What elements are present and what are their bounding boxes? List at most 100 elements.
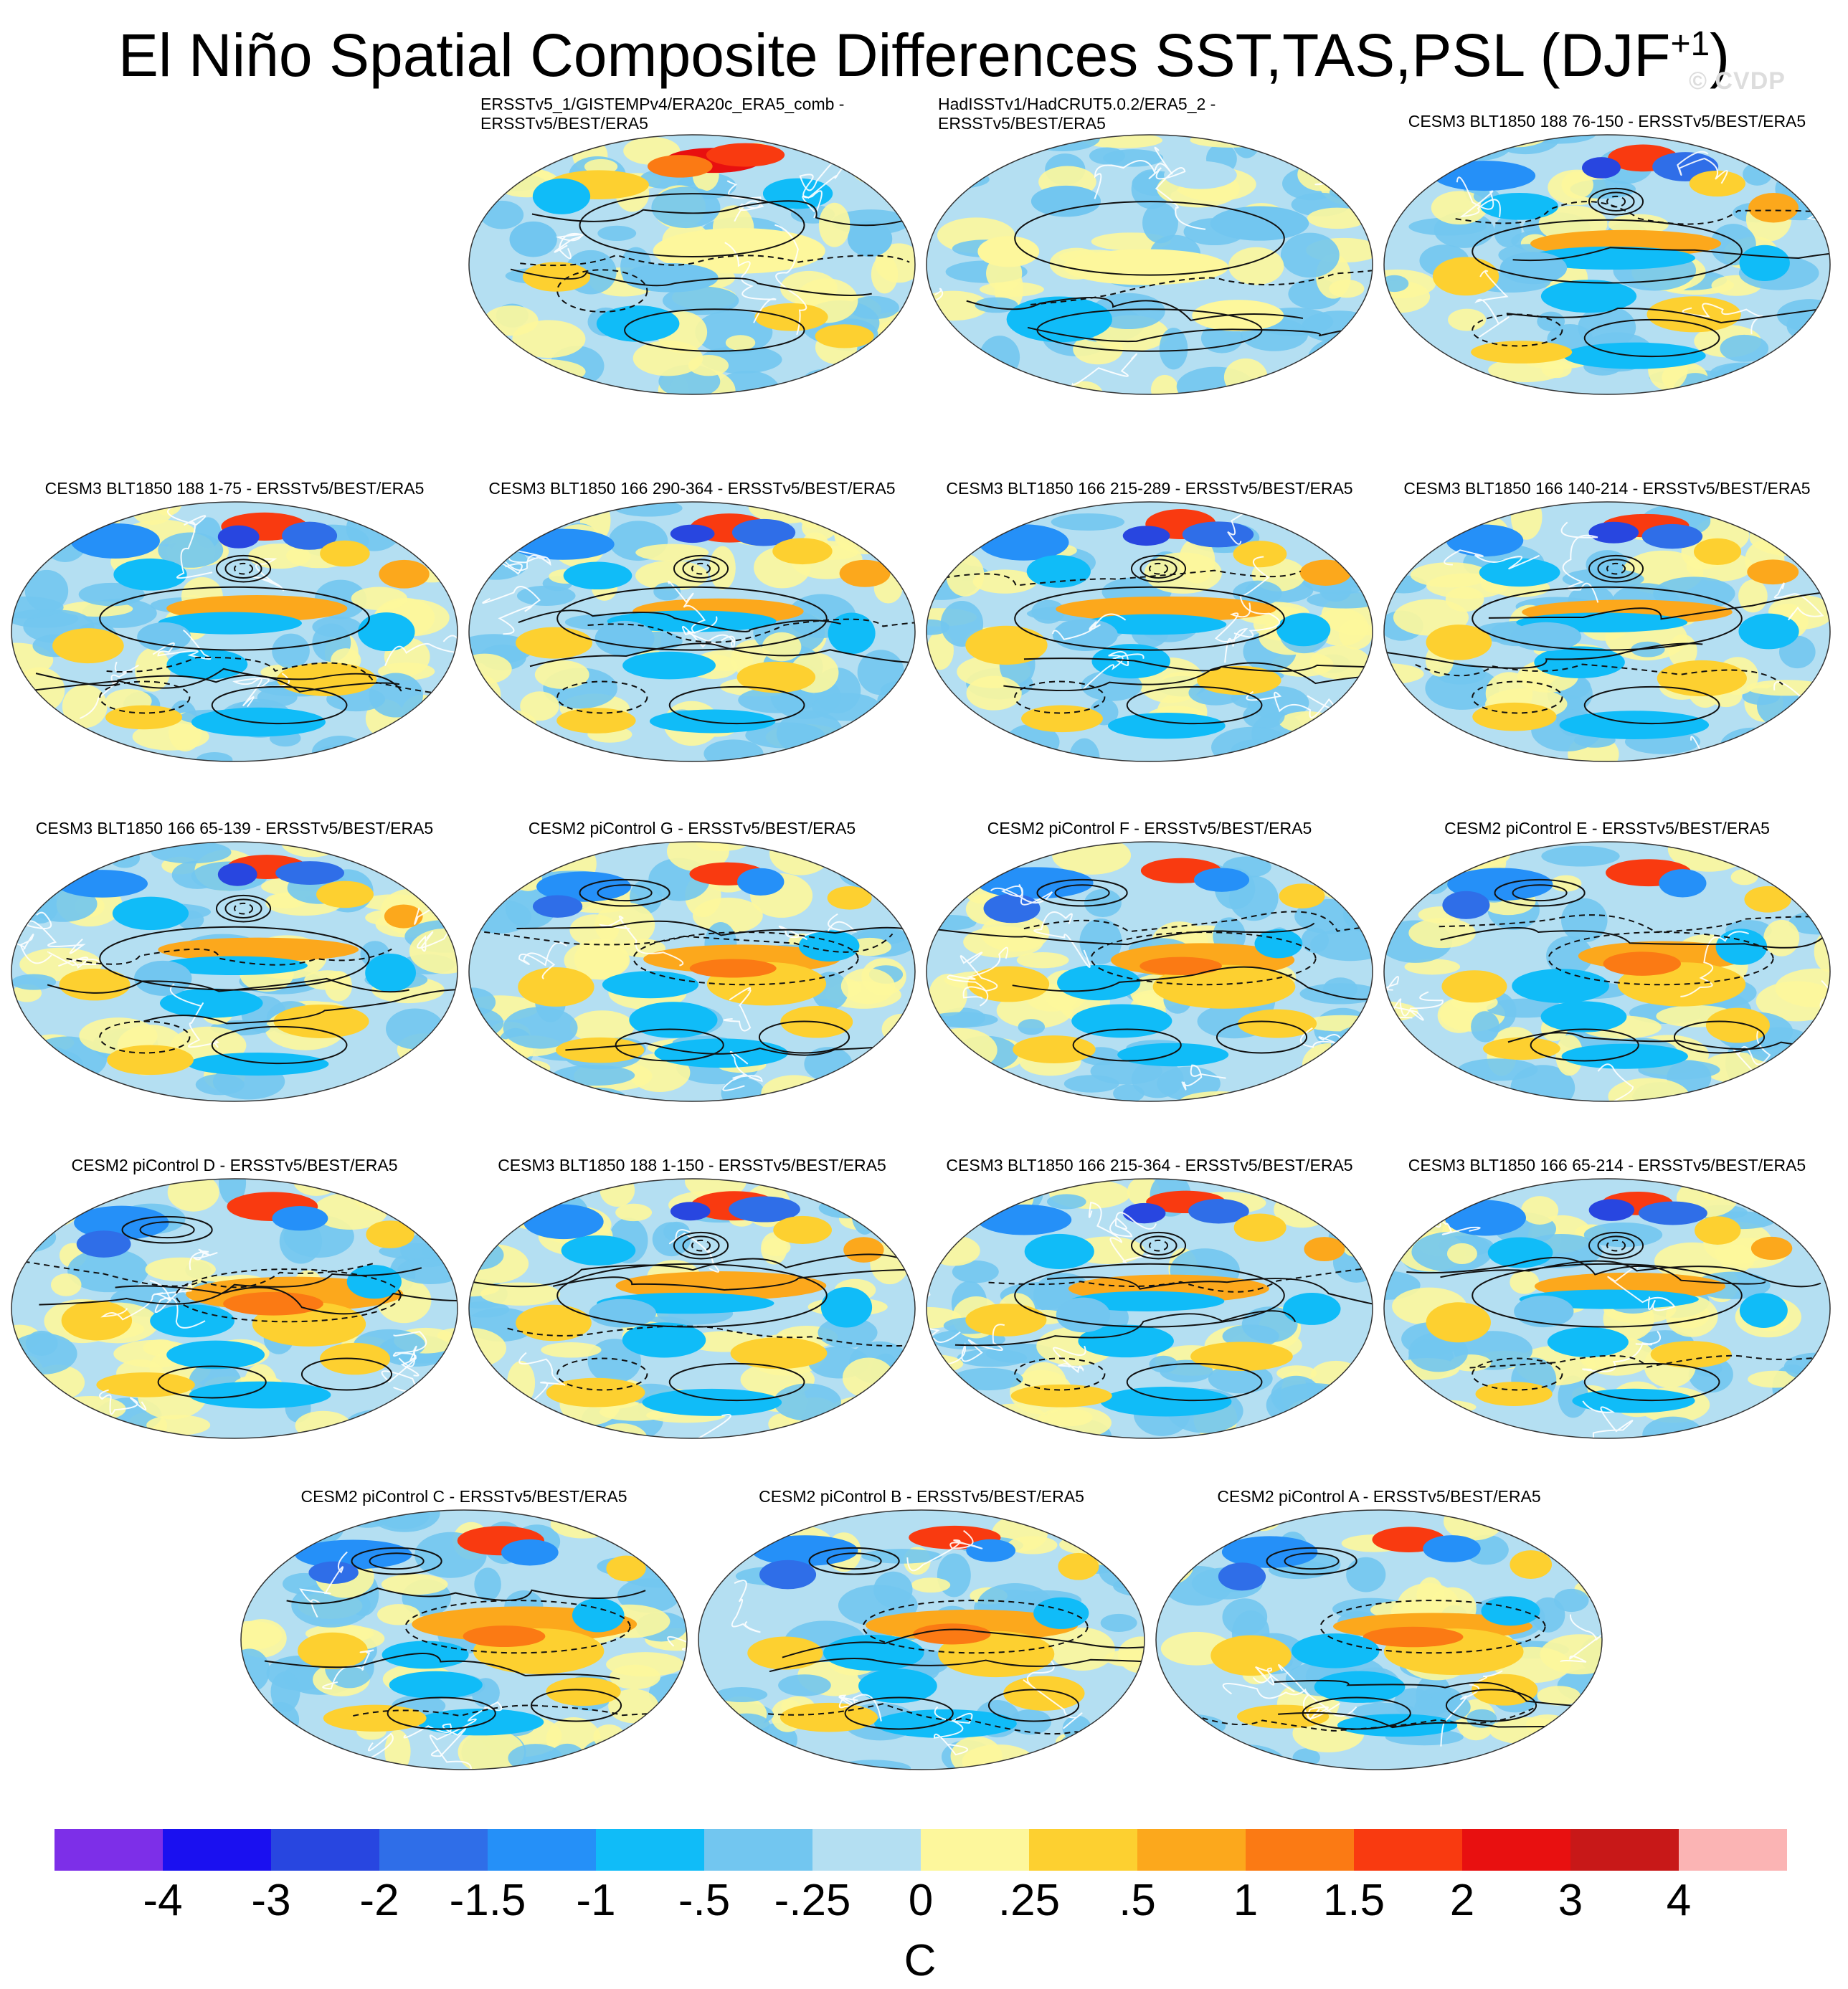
anomaly-cell <box>724 1713 770 1737</box>
psl-contour <box>682 1235 720 1255</box>
coastline <box>1682 303 1763 335</box>
anomaly-region <box>1588 521 1639 543</box>
anomaly-cell <box>1059 1534 1129 1555</box>
psl-contour <box>215 894 272 923</box>
panel-title-line: CESM3 BLT1850 188 1-150 - ERSSTv5/BEST/E… <box>498 1156 886 1174</box>
anomaly-cell <box>422 1202 454 1223</box>
anomaly-region <box>1512 969 1610 1003</box>
anomaly-cell <box>1243 703 1285 729</box>
anomaly-region <box>1063 249 1229 285</box>
map-panel: CESM3 BLT1850 188 1-150 - ERSSTv5/BEST/E… <box>468 1156 931 1468</box>
map-border <box>926 134 1373 395</box>
anomaly-region <box>966 1539 1016 1562</box>
anomaly-region <box>913 1623 991 1645</box>
anomaly-cell <box>1550 875 1582 892</box>
coastline <box>1758 1409 1805 1428</box>
anomaly-region <box>1561 1043 1688 1069</box>
anomaly-region <box>843 1237 884 1263</box>
psl-contour <box>954 1310 1297 1347</box>
psl-contour <box>1494 878 1586 907</box>
anomaly-cell <box>1059 1733 1095 1761</box>
anomaly-cell <box>1531 1597 1565 1633</box>
anomaly-region <box>642 1388 782 1416</box>
anomaly-region <box>965 1304 1047 1337</box>
anomaly-region <box>629 1002 718 1038</box>
anomaly-cell <box>709 546 736 590</box>
anomaly-cell <box>840 968 895 1005</box>
psl-contour <box>35 673 400 693</box>
psl-contour <box>587 617 915 643</box>
psl-contour <box>143 989 458 1025</box>
anomaly-cell <box>504 1413 579 1438</box>
anomaly-cell <box>1384 135 1423 158</box>
coastline <box>690 1414 731 1438</box>
anomaly-cell <box>550 1510 617 1539</box>
anomaly-cell <box>745 722 825 749</box>
title-close: ) <box>1710 22 1730 89</box>
anomaly-cell <box>54 860 83 880</box>
title-superscript: +1 <box>1670 25 1710 63</box>
panel-title: CESM2 piControl A - ERSSTv5/BEST/ERA5 <box>1155 1487 1603 1506</box>
anomaly-region <box>759 1560 817 1590</box>
colorbar-swatch <box>921 1829 1030 1871</box>
coastline <box>1233 556 1281 638</box>
psl-contour <box>224 898 262 918</box>
anomaly-cell <box>842 1357 895 1398</box>
panel-title-line: CESM3 BLT1850 166 290-364 - ERSSTv5/BEST… <box>488 479 896 498</box>
anomaly-cell <box>597 225 637 242</box>
anomaly-cell <box>606 1652 684 1677</box>
panel-title-line: CESM3 BLT1850 166 65-139 - ERSSTv5/BEST/… <box>35 819 434 837</box>
anomaly-cell <box>593 1724 625 1750</box>
anomaly-cell <box>1008 1709 1052 1735</box>
anomaly-cell <box>927 631 954 670</box>
anomaly-region <box>1080 614 1227 635</box>
anomaly-region <box>983 893 1041 924</box>
anomaly-region <box>1695 1216 1741 1245</box>
anomaly-region <box>772 538 833 565</box>
anomaly-cell <box>927 619 949 635</box>
coastline <box>838 1694 882 1722</box>
anomaly-region <box>389 1671 483 1699</box>
coastline <box>1181 1064 1226 1091</box>
coastline <box>667 1636 687 1689</box>
anomaly-cell <box>1384 369 1444 384</box>
anomaly-cell <box>14 1406 61 1433</box>
psl-contour <box>758 1020 850 1054</box>
colorbar-tick-label: -1.5 <box>449 1876 526 1925</box>
anomaly-cell <box>1276 1365 1317 1382</box>
psl-contour <box>1072 1028 1182 1062</box>
anomaly-region <box>820 1286 873 1328</box>
anomaly-cell <box>1385 370 1453 394</box>
anomaly-cell <box>927 367 970 393</box>
anomaly-cell <box>1299 367 1339 384</box>
anomaly-cell <box>857 158 915 184</box>
colorbar-tick-label: 1.5 <box>1322 1876 1385 1925</box>
anomaly-cell <box>1190 135 1270 148</box>
panel-title: CESM2 piControl C - ERSSTv5/BEST/ERA5 <box>240 1487 688 1506</box>
anomaly-cell <box>863 1055 915 1076</box>
anomaly-region <box>1052 619 1118 651</box>
anomaly-cell <box>67 1248 148 1293</box>
anomaly-cell <box>11 1057 49 1092</box>
coastline <box>1109 1212 1157 1238</box>
anomaly-cell <box>782 135 866 148</box>
anomaly-cell <box>1775 968 1830 1008</box>
anomaly-cell <box>1798 842 1830 867</box>
psl-contour <box>1139 1235 1177 1255</box>
psl-contour <box>1472 1357 1563 1391</box>
colorbar-tick-label: -.5 <box>678 1876 731 1925</box>
anomaly-cell <box>1387 148 1468 172</box>
anomaly-region <box>649 709 776 734</box>
coastline <box>1589 1063 1634 1101</box>
anomaly-cell <box>927 371 961 394</box>
anomaly-cell <box>839 858 900 889</box>
coastline <box>1246 690 1335 718</box>
anomaly-cell <box>11 722 77 761</box>
anomaly-cell <box>1526 1747 1578 1770</box>
anomaly-cell <box>270 1671 300 1712</box>
anomaly-cell <box>1720 334 1769 362</box>
anomaly-region <box>1510 1550 1553 1579</box>
anomaly-region <box>1744 886 1791 913</box>
anomaly-cell <box>1494 216 1522 247</box>
map-border <box>468 1178 916 1439</box>
